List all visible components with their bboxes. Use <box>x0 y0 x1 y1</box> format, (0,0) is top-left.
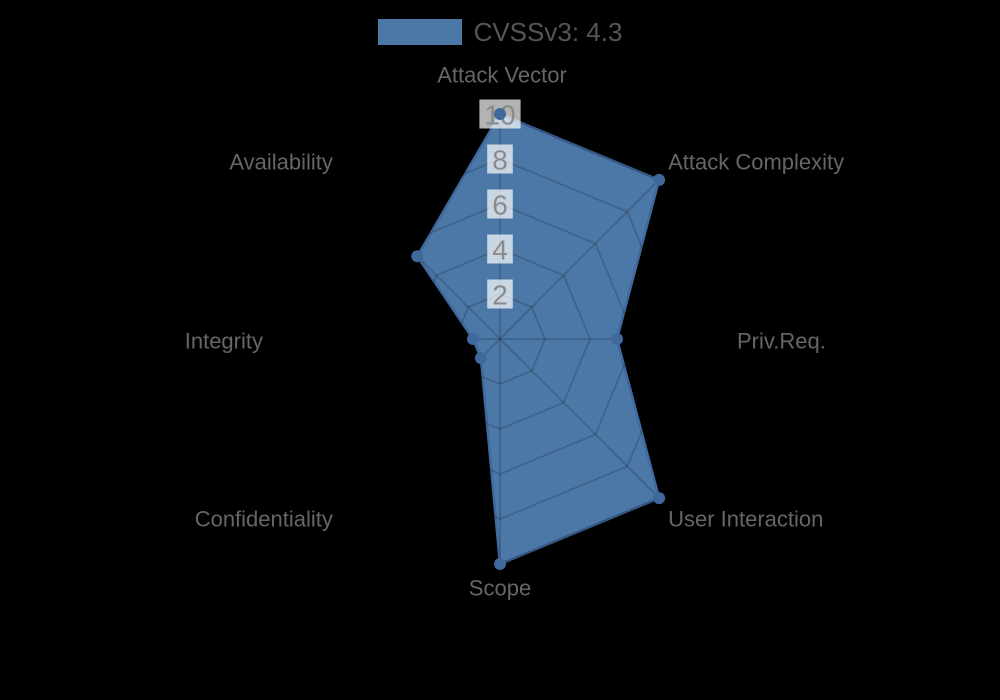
axis-label-confidentiality: Confidentiality <box>195 507 333 532</box>
axis-label-scope: Scope <box>469 576 531 601</box>
data-point <box>494 108 506 120</box>
data-point <box>411 250 424 263</box>
tick-backdrop <box>487 279 513 309</box>
tick-backdrop <box>487 234 513 264</box>
grid-spoke <box>499 338 660 499</box>
data-point <box>474 352 487 365</box>
axis-label-integrity: Integrity <box>185 329 263 354</box>
tick-label: 4 <box>492 235 508 266</box>
data-point <box>467 333 479 345</box>
grid-ring <box>409 248 591 430</box>
legend-label: CVSSv3: 4.3 <box>473 17 623 47</box>
data-point <box>494 558 506 570</box>
data-point <box>611 333 623 345</box>
grid-spoke <box>499 179 660 340</box>
grid-ring <box>364 203 636 475</box>
axis-label-attack-complexity: Attack Complexity <box>668 149 844 174</box>
legend[interactable]: CVSSv3: 4.3 <box>0 19 1000 45</box>
tick-backdrop <box>487 144 513 174</box>
axis-label-attack-vector: Attack Vector <box>437 63 567 88</box>
tick-label: 8 <box>492 145 508 176</box>
grid-spoke <box>340 338 501 499</box>
tick-label: 2 <box>492 280 508 311</box>
axis-label-availability: Availability <box>229 149 333 174</box>
data-point <box>653 492 666 505</box>
axis-label-priv-req: Priv.Req. <box>737 329 826 354</box>
grid-ring <box>319 158 681 520</box>
grid-ring <box>454 293 546 385</box>
axis-label-user-interaction: User Interaction <box>668 507 823 532</box>
data-point <box>653 173 666 186</box>
tick-backdrop <box>487 189 513 219</box>
tick-label: 6 <box>492 190 508 221</box>
legend-swatch <box>377 19 462 45</box>
